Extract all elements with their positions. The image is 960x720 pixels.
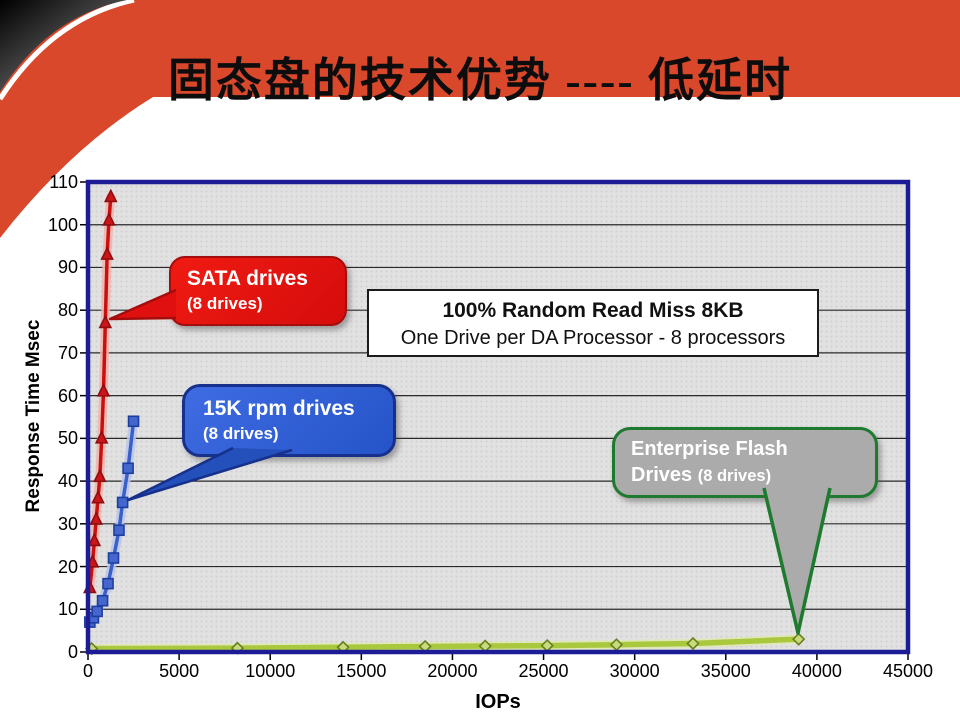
15k-rpm-callout: 15K rpm drives (8 drives): [182, 384, 396, 457]
marker-rpm15k: [91, 605, 103, 618]
15k-rpm-callout-tail: [126, 446, 293, 502]
marker-sata: [93, 468, 107, 483]
workload-infobox-line2: One Drive per DA Processor - 8 processor…: [400, 327, 786, 349]
y-tick-label: 10: [57, 599, 78, 620]
enterprise-flash-callout-title: Enterprise Flash: [631, 438, 788, 460]
marker-rpm15k: [113, 524, 125, 537]
marker-rpm15k: [127, 415, 140, 428]
plot-border: [85, 179, 911, 655]
header-left-curve: [0, 97, 153, 238]
y-tick-label: 80: [57, 300, 78, 321]
y-tick-label: 100: [47, 214, 78, 235]
enterprise-flash-callout-title2: Drives: [631, 464, 693, 486]
sata-callout-title: SATA drives: [187, 267, 308, 290]
y-tick-label: 20: [57, 556, 78, 577]
15k-rpm-callout-title: 15K rpm drives: [203, 397, 355, 420]
marker-sata: [87, 532, 102, 547]
sata-callout-tail: [108, 288, 177, 321]
marker-flash: [792, 632, 806, 646]
marker-sata: [94, 430, 109, 444]
y-tick-label: 60: [57, 385, 78, 406]
x-tick-label: 35000: [700, 661, 751, 681]
sata-callout-subtitle: (8 drives): [187, 294, 263, 313]
marker-sata: [103, 188, 118, 203]
x-axis-title: IOPs: [475, 691, 521, 713]
marker-sata: [98, 314, 113, 329]
x-tick-label: 0: [82, 661, 93, 681]
marker-rpm15k: [102, 577, 114, 590]
workload-infobox: 100% Random Read Miss 8KB One Drive per …: [367, 289, 819, 357]
marker-rpm15k: [116, 496, 129, 509]
x-tick-label: 25000: [518, 661, 569, 681]
marker-sata: [91, 489, 105, 504]
header-white-arc: [0, 0, 135, 101]
enterprise-flash-callout: Enterprise Flash Drives (8 drives): [612, 427, 878, 498]
workload-infobox-line1: 100% Random Read Miss 8KB: [442, 299, 744, 322]
y-tick-label: 90: [57, 257, 78, 278]
y-tick-label: 40: [57, 471, 78, 492]
y-axis-title: Response Time Msec: [23, 319, 44, 513]
marker-sata: [89, 511, 103, 525]
x-tick-label: 5000: [159, 661, 200, 681]
header-corner-gradient: [0, 0, 127, 92]
x-tick-label: 30000: [609, 661, 660, 681]
y-tick-label: 110: [49, 172, 78, 192]
y-tick-label: 30: [57, 513, 78, 534]
x-tick-label: 45000: [882, 661, 934, 681]
y-tick-label: 0: [67, 642, 78, 662]
enterprise-flash-callout-subtitle: (8 drives): [697, 467, 772, 485]
y-tick-label: 70: [57, 342, 78, 363]
enterprise-flash-callout-tail: [762, 487, 832, 635]
x-tick-label: 20000: [427, 661, 478, 681]
slide-title: 固态盘的技术优势 ---- 低延时: [167, 55, 793, 106]
marker-sata: [100, 246, 114, 260]
sata-callout: SATA drives (8 drives): [169, 256, 347, 326]
y-tick-label: 50: [57, 428, 78, 449]
x-tick-label: 40000: [791, 661, 842, 681]
15k-rpm-callout-subtitle: (8 drives): [203, 424, 279, 443]
marker-sata: [102, 212, 116, 226]
marker-rpm15k: [96, 594, 109, 607]
marker-sata: [96, 383, 111, 397]
header-band: [0, 0, 960, 97]
marker-flash: [686, 636, 700, 651]
marker-rpm15k: [122, 462, 134, 475]
marker-rpm15k: [107, 552, 120, 564]
enterprise-flash-callout-line2: Drives (8 drives): [631, 462, 875, 489]
x-tick-label: 15000: [336, 661, 387, 681]
x-tick-label: 10000: [245, 661, 296, 681]
